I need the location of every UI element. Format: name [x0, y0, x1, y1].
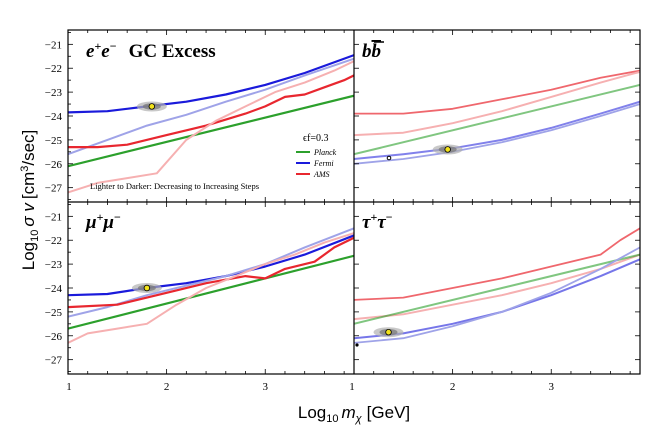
series-fermi-line-3 [354, 100, 640, 160]
title-tautau: τ+τ− [362, 210, 393, 233]
x-tick-label: 3 [548, 381, 554, 393]
panel-ee [68, 54, 354, 194]
series-ams-line-3 [68, 74, 354, 149]
axis-ticks [67, 30, 640, 374]
note-text: Lighter to Darker: Decreasing to Increas… [90, 181, 259, 191]
y-tick-label: −22 [45, 63, 62, 75]
x-tick-label: 2 [450, 381, 456, 393]
series-planck-line-2 [354, 253, 640, 325]
series-planck-line-2 [354, 83, 640, 156]
best-fit-point [385, 328, 392, 336]
series-ams-line-4 [68, 232, 354, 344]
y-tick-label: −25 [45, 307, 63, 319]
y-tick-label: −24 [45, 111, 63, 123]
panel-mumu [68, 227, 354, 344]
legend-label-ams: AMS [313, 170, 330, 179]
y-tick-label: −23 [45, 87, 63, 99]
series-planck-line-2 [68, 254, 354, 330]
gc-excess-label: GC Excess [129, 41, 216, 62]
y-tick-label: −27 [45, 355, 63, 367]
x-tick-label: 1 [66, 381, 72, 393]
legend-label-fermi: Fermi [313, 159, 334, 168]
y-tick-label: −26 [45, 159, 63, 171]
x-tick-label: 3 [262, 381, 268, 393]
series-ams-line-3 [68, 236, 354, 309]
y-tick-label: −23 [45, 259, 63, 271]
title-mumu: μ+μ− [85, 210, 121, 233]
y-tick-label: −24 [45, 283, 63, 295]
axis-tick-labels: −21 −22 −23 −24 −25 −26 −27 −21 −22 −23 −24 −25 −26 −… [45, 39, 555, 393]
x-tick-label: 2 [164, 381, 170, 393]
title-ee: e+e− GC Excess [86, 39, 216, 62]
legend-label-planck: Planck [313, 148, 337, 157]
legend: ϵf=0.3 Planck Fermi AMS [296, 133, 337, 179]
y-axis-title: Log10σ v[cm3/sec] [19, 130, 41, 271]
y-tick-label: −21 [45, 211, 62, 223]
tautau-small-marker [355, 343, 359, 347]
title-bb: bb [362, 41, 381, 62]
series-fermi-line-1 [68, 57, 354, 156]
y-tick-label: −21 [45, 39, 62, 51]
best-fit-point [148, 103, 156, 110]
best-fit-point [444, 146, 451, 153]
best-fit-point [143, 284, 151, 292]
panel-bb [354, 69, 640, 165]
series-fermi-line-4 [354, 246, 640, 344]
series-ams-line-4 [68, 60, 354, 194]
y-tick-label: −25 [45, 135, 63, 147]
x-axis-title: Log10 mχ [GeV] [298, 403, 410, 425]
legend-epsilon: ϵf=0.3 [303, 133, 329, 144]
y-tick-label: −22 [45, 235, 62, 247]
series-ams-line-1 [354, 70, 640, 137]
x-tick-label: 1 [349, 381, 355, 393]
y-tick-label: −26 [45, 331, 63, 343]
series-ams-line-0 [354, 69, 640, 115]
y-tick-label: −27 [45, 183, 63, 195]
series-fermi-line-0 [68, 234, 354, 297]
series-fermi-line-4 [354, 103, 640, 165]
series-planck-line-2 [68, 94, 354, 168]
series-ams-line-0 [354, 227, 640, 301]
series-fermi-line-0 [68, 54, 354, 114]
bb-small-marker [386, 155, 392, 161]
panel-tautau [354, 227, 640, 344]
